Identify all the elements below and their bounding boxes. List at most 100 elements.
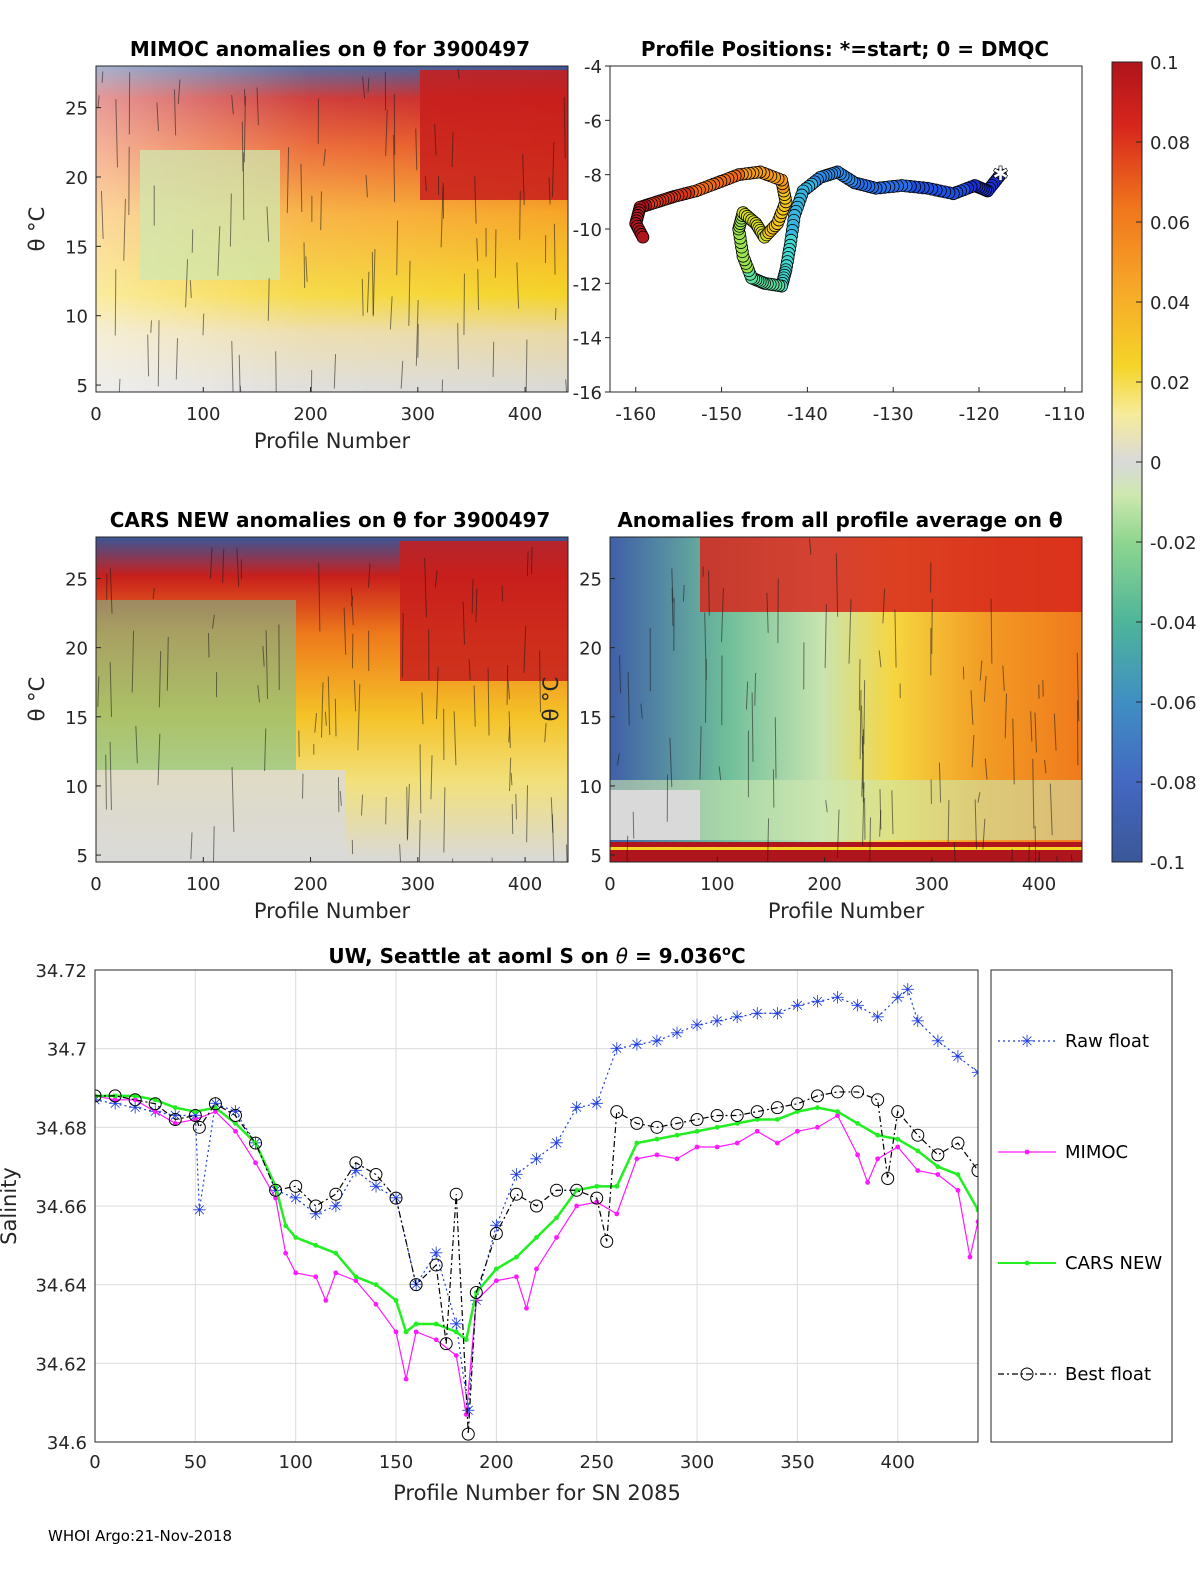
contour-stroke xyxy=(835,553,839,617)
data-point xyxy=(810,1089,824,1103)
data-point xyxy=(228,1109,242,1123)
contour-stroke xyxy=(157,320,160,387)
legend-marker xyxy=(1024,1260,1030,1266)
data-point: ✳ xyxy=(830,989,844,1009)
salinity-ytick-label: 34.66 xyxy=(35,1197,87,1218)
legend: ✳ Raw float MIMOC CARS NEW Best float xyxy=(990,969,1173,1443)
data-point xyxy=(815,1105,820,1111)
data-point xyxy=(534,1266,539,1272)
contour-stroke xyxy=(563,97,566,159)
cars-contours xyxy=(97,546,568,862)
contour-stroke xyxy=(189,280,192,298)
data-point xyxy=(915,1168,921,1173)
salinity-ytick-label: 34.7 xyxy=(47,1040,87,1061)
data-point xyxy=(750,1105,764,1119)
data-point xyxy=(449,1187,463,1201)
data-point: ✳ xyxy=(610,1040,624,1060)
contour-stroke xyxy=(241,121,244,172)
data-point xyxy=(931,1148,945,1162)
cars-ylabel: θ °C xyxy=(25,677,49,722)
contour-stroke xyxy=(177,79,181,104)
contour-stroke xyxy=(468,659,471,680)
mimoc-yticks: 5 10 15 20 25 xyxy=(65,99,101,397)
contour-stroke xyxy=(101,71,104,83)
colorbar-tick-label: -0.08 xyxy=(1150,773,1197,794)
colorbar-tick-label: -0.06 xyxy=(1150,693,1197,714)
colorbar-tick-label: 0.02 xyxy=(1150,373,1190,394)
contour-stroke xyxy=(123,198,126,261)
data-point xyxy=(911,1128,925,1142)
contour-stroke xyxy=(1053,713,1057,751)
data-point xyxy=(168,1112,182,1126)
data-point xyxy=(967,1254,973,1260)
colorbar-tick-label: 0 xyxy=(1150,453,1161,474)
data-point xyxy=(694,1144,700,1150)
contour-stroke xyxy=(477,269,480,310)
data-point xyxy=(393,1329,399,1335)
data-point xyxy=(453,1353,459,1358)
data-point xyxy=(935,1164,941,1170)
data-point xyxy=(493,1266,499,1272)
data-point xyxy=(112,1093,118,1099)
contour-stroke xyxy=(879,789,882,830)
contour-stroke xyxy=(494,229,497,278)
contour-stroke xyxy=(333,353,337,389)
salinity-xtick-label: 50 xyxy=(184,1452,207,1473)
data-point xyxy=(108,1089,122,1103)
contour-stroke xyxy=(415,300,419,366)
contour-stroke xyxy=(372,249,376,315)
mimoc-ytick-label: 20 xyxy=(65,168,88,189)
data-point: ✳ xyxy=(461,1402,475,1422)
positions-ytick-label: -6 xyxy=(584,111,602,132)
mimoc-low-patch xyxy=(140,150,280,280)
data-point xyxy=(403,1376,409,1382)
contour-stroke xyxy=(718,766,722,781)
positions-xtick-label: -130 xyxy=(873,404,914,425)
contour-stroke xyxy=(256,87,259,126)
data-point: ✳ xyxy=(549,1134,563,1154)
contour-stroke xyxy=(539,650,542,713)
contour-stroke xyxy=(531,546,533,574)
cars-ytick-label: 10 xyxy=(65,777,88,798)
mimoc-xtick-label: 200 xyxy=(293,404,327,425)
contour-stroke xyxy=(979,660,983,681)
data-point xyxy=(835,1113,840,1118)
data-point xyxy=(329,1187,343,1201)
data-point: ✳ xyxy=(650,1032,664,1052)
colorbar-tick-label: 0.04 xyxy=(1150,293,1190,314)
data-point xyxy=(433,1337,439,1343)
contour-stroke xyxy=(1044,759,1047,774)
data-point xyxy=(233,1128,238,1134)
data-point xyxy=(403,1329,409,1335)
data-point xyxy=(172,1105,178,1111)
positions-panel: Profile Positions: *=start; 0 = DMQC ✱ -… xyxy=(573,37,1086,425)
contour-stroke xyxy=(367,77,370,93)
legend-item: Best float xyxy=(998,1364,1151,1385)
contour-stroke xyxy=(286,147,290,214)
contour-stroke xyxy=(97,676,100,707)
data-point xyxy=(148,1097,162,1111)
contour-stroke xyxy=(156,102,159,132)
contour-stroke xyxy=(212,826,215,862)
positions-xtick-label: -150 xyxy=(701,404,742,425)
contour-stroke xyxy=(243,96,246,163)
mimoc-contours xyxy=(97,68,568,392)
mimoc-ylabel: θ °C xyxy=(25,207,49,252)
data-point xyxy=(524,1305,529,1311)
contour-stroke xyxy=(443,787,446,853)
contour-stroke xyxy=(366,271,370,313)
colorbar: 0.1 0.08 0.06 0.04 0.02 0 -0.02 -0.04 -0.06 -0.08… xyxy=(1111,53,1197,874)
contour-stroke xyxy=(211,614,215,629)
cars-low-patch xyxy=(96,600,296,770)
data-point xyxy=(835,1109,840,1114)
positions-title: Profile Positions: *=start; 0 = DMQC xyxy=(641,37,1049,61)
contour-stroke xyxy=(1076,652,1080,722)
data-point xyxy=(670,1116,684,1130)
cars-title: CARS NEW anomalies on θ for 3900497 xyxy=(110,508,551,532)
contour-stroke xyxy=(476,238,479,262)
salinity-title-prefix: UW, Seattle at aoml S on xyxy=(328,944,615,968)
allavg-xticks: 0 100 200 300 400 xyxy=(604,857,1056,895)
contour-stroke xyxy=(318,563,321,632)
contour-stroke xyxy=(147,334,150,377)
data-point xyxy=(132,1093,138,1099)
